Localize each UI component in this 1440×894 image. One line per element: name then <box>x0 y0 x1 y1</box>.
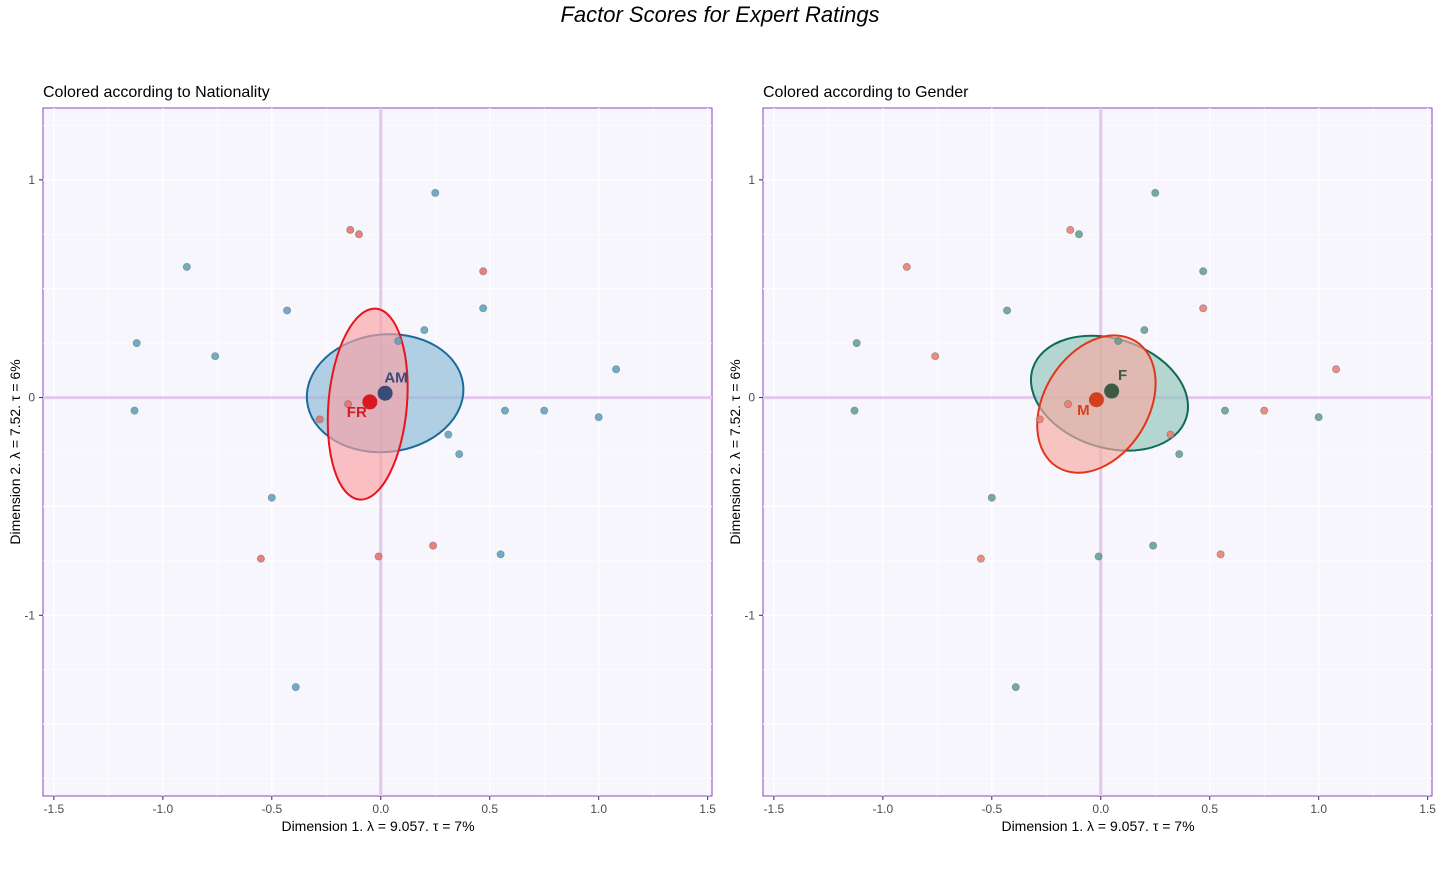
data-point-m <box>1260 406 1269 415</box>
group-mean-am <box>377 385 393 401</box>
data-point-fr <box>346 225 355 234</box>
x-tick-label: -1.5 <box>764 802 785 816</box>
y-tick-label: 1 <box>748 173 755 187</box>
panel-title-nationality: Colored according to Nationality <box>43 84 270 101</box>
data-point-am <box>455 450 464 459</box>
data-point-am <box>130 406 139 415</box>
data-point-f <box>1220 406 1229 415</box>
x-axis-label-gender: Dimension 1. λ = 9.057. τ = 7% <box>1001 818 1194 834</box>
data-point-f <box>1199 267 1208 276</box>
points-nationality <box>130 188 621 692</box>
data-point-am <box>540 406 549 415</box>
group-mean-fr <box>362 394 378 410</box>
data-point-am <box>612 365 621 374</box>
y-tick-label: -1 <box>24 608 35 622</box>
data-point-f <box>987 493 996 502</box>
x-tick-label: 0.0 <box>1092 802 1109 816</box>
data-point-f <box>1314 413 1323 422</box>
y-tick-label: 0 <box>748 391 755 405</box>
y-axis-label-nationality: Dimension 2. λ = 7.52. τ = 6% <box>7 359 23 544</box>
y-tick-label: -1 <box>744 608 755 622</box>
data-point-fr <box>315 415 324 424</box>
means-nationality: AM FR <box>347 369 408 421</box>
data-point-f <box>1140 326 1149 335</box>
data-point-m <box>1166 430 1175 439</box>
x-ticks-nationality: -1.5 -1.0 -0.5 0.0 0.5 1.0 1.5 <box>44 796 716 816</box>
data-point-f <box>1003 306 1012 315</box>
data-point-am <box>479 304 488 313</box>
data-point-m <box>1064 400 1073 409</box>
data-point-am <box>500 406 509 415</box>
y-ticks-gender: 1 0 -1 <box>744 173 763 622</box>
data-point-f <box>1074 230 1083 239</box>
x-tick-label: -1.5 <box>44 802 65 816</box>
data-point-m <box>931 352 940 361</box>
data-point-am <box>594 413 603 422</box>
x-axis-label-nationality: Dimension 1. λ = 9.057. τ = 7% <box>281 818 474 834</box>
data-point-f <box>852 339 861 348</box>
data-point-fr <box>429 541 438 550</box>
y-ticks-nationality: 1 0 -1 <box>24 173 43 622</box>
data-point-am <box>420 326 429 335</box>
group-mean-label-m: M <box>1077 402 1090 419</box>
means-gender: FM <box>1077 367 1127 419</box>
data-point-m <box>902 262 911 271</box>
data-point-fr <box>256 554 265 563</box>
x-tick-label: -0.5 <box>261 802 282 816</box>
data-point-f <box>1114 336 1123 345</box>
group-mean-label-fr: FR <box>347 404 367 421</box>
x-ticks-gender: -1.5 -1.0 -0.5 0.0 0.5 1.0 1.5 <box>764 796 1436 816</box>
data-point-am <box>283 306 292 315</box>
data-point-am <box>394 336 403 345</box>
data-point-m <box>1332 365 1341 374</box>
data-point-am <box>444 430 453 439</box>
data-point-fr <box>344 400 353 409</box>
data-point-m <box>1199 304 1208 313</box>
data-point-m <box>1066 225 1075 234</box>
y-axis-label-gender: Dimension 2. λ = 7.52. τ = 6% <box>727 359 743 544</box>
x-tick-label: 0.5 <box>1201 802 1218 816</box>
x-tick-label: 1.5 <box>1419 802 1436 816</box>
data-point-f <box>1151 188 1160 197</box>
panel-title-gender: Colored according to Gender <box>763 84 969 101</box>
data-point-m <box>1035 415 1044 424</box>
chart-panel-gender: Colored according to Gender FM -1.5 -1.0-… <box>727 84 1436 834</box>
data-point-f <box>1175 450 1184 459</box>
x-tick-label: 1.0 <box>590 802 607 816</box>
group-mean-label-am: AM <box>384 369 407 386</box>
data-point-fr <box>479 267 488 276</box>
y-tick-label: 1 <box>28 173 35 187</box>
x-tick-label: 0.0 <box>372 802 389 816</box>
data-point-am <box>267 493 276 502</box>
group-mean-m <box>1088 392 1104 408</box>
x-tick-label: -1.0 <box>873 802 894 816</box>
x-tick-label: -0.5 <box>981 802 1002 816</box>
data-point-f <box>1149 541 1158 550</box>
group-mean-label-f: F <box>1118 367 1127 384</box>
x-tick-label: -1.0 <box>153 802 174 816</box>
data-point-m <box>1216 550 1225 559</box>
points-gender <box>850 188 1341 692</box>
data-point-am <box>211 352 220 361</box>
group-mean-f <box>1104 383 1120 399</box>
data-point-f <box>850 406 859 415</box>
data-point-fr <box>354 230 363 239</box>
data-point-am <box>431 188 440 197</box>
data-point-fr <box>374 552 383 561</box>
x-tick-label: 1.0 <box>1310 802 1327 816</box>
y-tick-label: 0 <box>28 391 35 405</box>
x-tick-label: 0.5 <box>481 802 498 816</box>
x-tick-label: 1.5 <box>699 802 716 816</box>
figure-title: Factor Scores for Expert Ratings <box>560 2 879 27</box>
data-point-m <box>976 554 985 563</box>
data-point-am <box>182 262 191 271</box>
data-point-am <box>132 339 141 348</box>
data-point-am <box>496 550 505 559</box>
chart-panel-nationality: Colored according to Nationality AM FR -1… <box>7 84 716 834</box>
data-point-f <box>1011 683 1020 692</box>
data-point-am <box>291 683 300 692</box>
data-point-f <box>1094 552 1103 561</box>
